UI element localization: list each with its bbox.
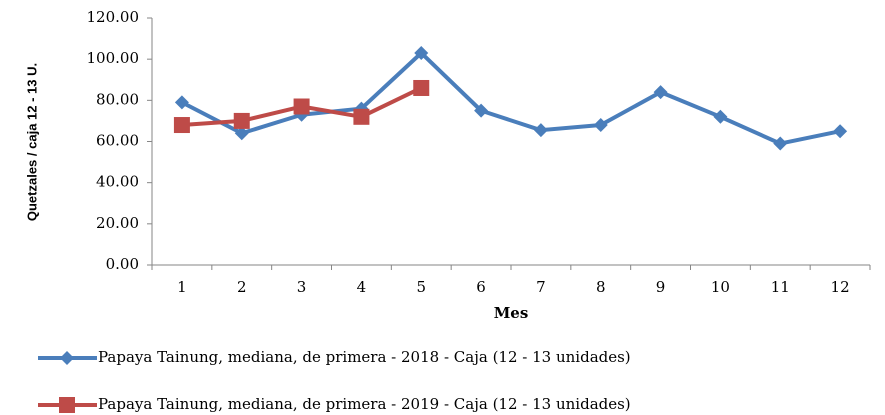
marker <box>413 79 430 96</box>
x-tick-label: 5 <box>416 278 426 296</box>
marker <box>474 103 489 118</box>
marker <box>234 126 249 141</box>
marker <box>353 108 370 125</box>
y-tick-label: 120.00 <box>87 8 140 26</box>
x-tick-label: 12 <box>831 278 850 296</box>
x-axis-title: Mes <box>494 304 529 322</box>
legend-label: Papaya Tainung, mediana, de primera - 20… <box>98 348 631 366</box>
y-tick-label: 0.00 <box>106 255 139 273</box>
marker <box>833 124 848 139</box>
legend-label: Papaya Tainung, mediana, de primera - 20… <box>98 395 631 413</box>
y-tick-label: 80.00 <box>96 90 139 108</box>
x-tick-label: 11 <box>771 278 790 296</box>
x-tick-label: 6 <box>476 278 486 296</box>
marker <box>233 112 250 129</box>
x-tick-label: 7 <box>536 278 546 296</box>
marker <box>773 136 788 151</box>
x-tick-label: 4 <box>357 278 367 296</box>
marker <box>414 45 429 60</box>
x-tick-label: 3 <box>297 278 307 296</box>
marker <box>173 117 190 134</box>
x-tick-label: 2 <box>237 278 247 296</box>
y-tick-label: 100.00 <box>87 49 140 67</box>
y-tick-label: 40.00 <box>96 173 139 191</box>
legend-marker <box>59 397 75 413</box>
marker <box>593 118 608 133</box>
marker <box>174 95 189 110</box>
marker <box>533 123 548 138</box>
marker <box>713 109 728 124</box>
legend-marker <box>60 351 74 365</box>
x-tick-label: 10 <box>711 278 730 296</box>
x-tick-label: 1 <box>177 278 187 296</box>
series-line <box>180 50 841 146</box>
marker <box>653 85 668 100</box>
x-tick-label: 8 <box>596 278 606 296</box>
marker <box>293 98 310 115</box>
y-tick-label: 20.00 <box>96 214 139 232</box>
x-tick-label: 9 <box>656 278 666 296</box>
y-tick-label: 60.00 <box>96 132 139 150</box>
y-axis-title: Quetzales / caja 12 - 13 U. <box>24 63 39 221</box>
